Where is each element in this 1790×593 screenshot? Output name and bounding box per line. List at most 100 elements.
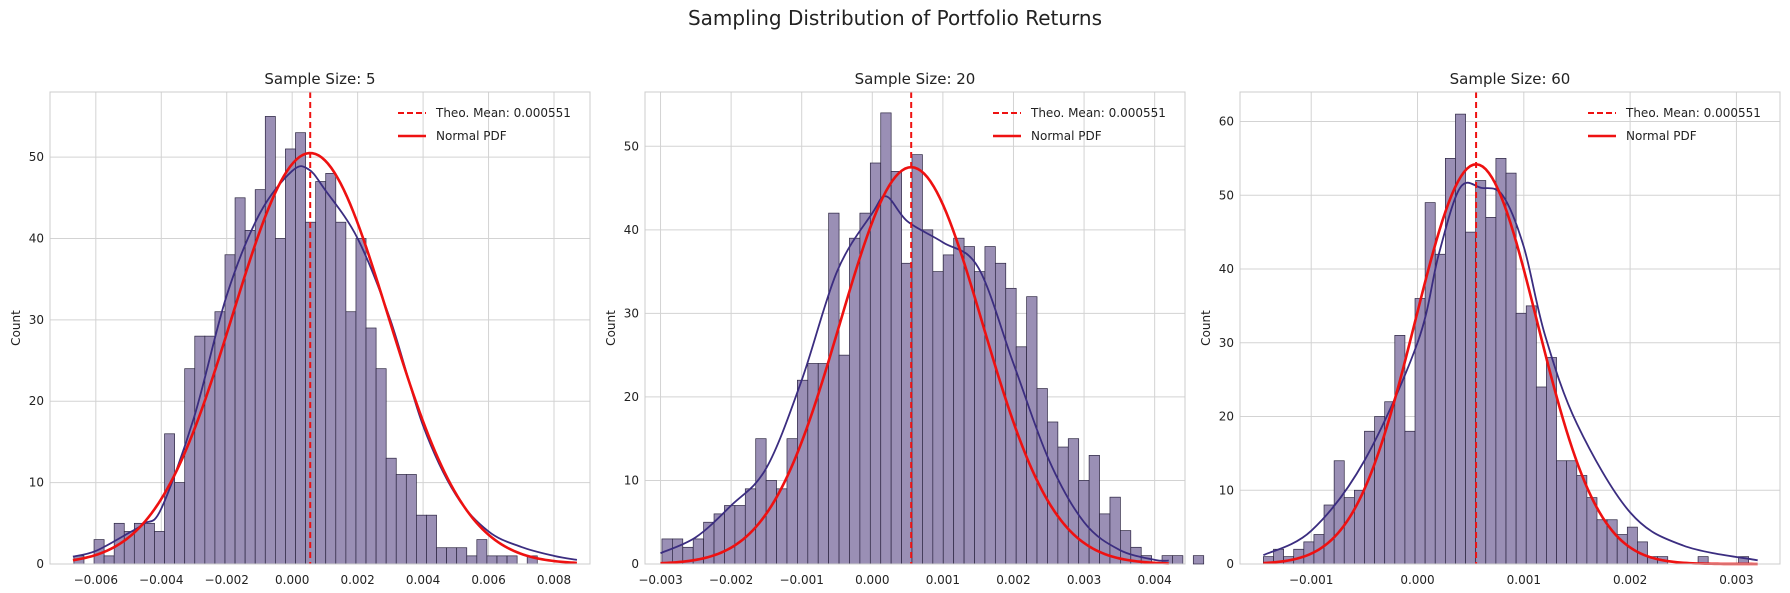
histogram-bar: [1333, 460, 1345, 565]
histogram-bar: [506, 555, 518, 565]
histogram-bar: [1596, 519, 1608, 565]
histogram-bar: [466, 555, 478, 565]
x-tick-label: −0.002: [709, 573, 753, 587]
panel-title: Sample Size: 60: [1450, 70, 1571, 88]
panel-2: −0.003 −0.002 −0.001 0.000 0.001 0.002 0.003 0.…: [604, 70, 1205, 587]
histogram-bar: [1525, 305, 1537, 565]
x-tick-label: 0.006: [471, 573, 505, 587]
histogram-bar: [1109, 496, 1121, 565]
histogram-bar: [1404, 430, 1416, 565]
histogram-bar: [1535, 386, 1547, 565]
histogram-bar: [807, 363, 819, 565]
histogram-bar: [1424, 202, 1436, 565]
histogram-bar: [254, 189, 266, 565]
y-axis-label: Count: [1199, 310, 1213, 346]
legend-label-normal: Normal PDF: [436, 129, 507, 143]
histogram-bar: [285, 148, 296, 565]
legend-label-mean: Theo. Mean: 0.000551: [435, 106, 571, 120]
histogram-bar: [994, 262, 1007, 565]
histogram-bar: [828, 212, 840, 565]
histogram-bar: [496, 555, 508, 565]
histogram-bar: [385, 457, 397, 565]
histogram-bar: [375, 368, 387, 565]
histogram-bar: [436, 547, 447, 565]
axes-frame: [644, 91, 1186, 565]
normal-pdf-curve: [72, 151, 577, 565]
y-tick-label: 20: [29, 394, 44, 408]
histogram-bar: [724, 505, 736, 565]
x-tick-label: 0.004: [406, 573, 440, 587]
histogram-bar: [103, 555, 115, 565]
x-tick-label: −0.003: [638, 573, 682, 587]
x-tick-label: 0.002: [340, 573, 374, 587]
x-tick-label: −0.001: [1289, 573, 1333, 587]
legend-label-mean: Theo. Mean: 0.000551: [1625, 106, 1761, 120]
histogram-bar: [1026, 296, 1038, 565]
x-tick-label: 0.000: [275, 573, 309, 587]
legend: Theo. Mean: 0.000551 Normal PDF: [398, 106, 571, 143]
panel-1: −0.006 −0.004 −0.002 0.000 0.002 0.004 0.006 0.…: [9, 70, 591, 587]
histogram-bar: [1515, 312, 1527, 565]
histogram-bar: [797, 379, 809, 565]
y-tick-label: 50: [29, 150, 44, 164]
legend: Theo. Mean: 0.000551 Normal PDF: [993, 106, 1166, 143]
histogram-bar: [144, 522, 155, 565]
histogram-bar: [194, 335, 206, 565]
normal-pdf-curve: [660, 165, 1169, 565]
histogram-bar: [1475, 180, 1487, 565]
x-tick-label: 0.000: [1400, 573, 1434, 587]
kde-curve: [72, 165, 578, 561]
histogram-bar: [1444, 158, 1456, 565]
y-tick-label: 20: [624, 390, 639, 404]
histogram-bar: [1036, 388, 1048, 565]
normal-pdf-curve: [1263, 162, 1758, 566]
axes-frame: [1239, 91, 1781, 565]
histogram-bar: [880, 112, 892, 565]
histogram-bar: [911, 154, 923, 565]
y-tick-label: 40: [29, 231, 44, 245]
x-tick-label: 0.002: [996, 573, 1030, 587]
histogram-bar: [174, 482, 186, 565]
histogram-bar: [1172, 555, 1184, 565]
y-tick-label: 20: [1219, 410, 1234, 424]
histogram-bar: [1414, 298, 1426, 565]
y-tick-label: 50: [1219, 188, 1234, 202]
y-tick-label: 0: [36, 557, 44, 571]
panels: −0.006 −0.004 −0.002 0.000 0.002 0.004 0.006 0.…: [9, 70, 1781, 587]
figure-title: Sampling Distribution of Portfolio Retur…: [688, 6, 1102, 30]
x-tick-label: 0.008: [537, 573, 571, 587]
histogram-bar: [859, 212, 871, 565]
histogram-bar: [244, 229, 256, 565]
histogram-bar: [365, 327, 377, 565]
histogram-bar: [1576, 475, 1588, 565]
histogram-bar: [765, 480, 777, 565]
histogram-bar: [1343, 497, 1355, 565]
histogram-bar: [416, 514, 427, 565]
histogram-bar: [776, 488, 788, 565]
y-tick-label: 60: [1219, 115, 1234, 129]
histogram-bar: [345, 311, 357, 565]
histogram-bar: [214, 311, 226, 565]
histogram-bar: [942, 254, 955, 565]
histogram-bar: [395, 474, 407, 565]
x-tick-label: −0.006: [74, 573, 118, 587]
x-tick-label: 0.002: [1613, 573, 1647, 587]
histogram-bar: [476, 539, 488, 565]
histogram-bar: [264, 116, 276, 565]
histogram-bar: [922, 229, 934, 565]
axes-frame: [49, 91, 591, 565]
histogram-bar: [426, 514, 437, 565]
y-tick-label: 30: [29, 313, 44, 327]
histogram-bar: [1434, 253, 1446, 565]
y-tick-label: 40: [624, 223, 639, 237]
panel-title: Sample Size: 20: [855, 70, 976, 88]
y-tick-label: 0: [631, 557, 639, 571]
x-tick-label: −0.001: [779, 573, 823, 587]
histogram-bar: [1047, 421, 1059, 565]
x-tick-label: 0.003: [1719, 573, 1753, 587]
y-tick-label: 40: [1219, 262, 1234, 276]
histogram-bar: [1485, 217, 1497, 565]
histogram-bar: [1495, 158, 1507, 565]
histogram-bar: [335, 221, 347, 565]
